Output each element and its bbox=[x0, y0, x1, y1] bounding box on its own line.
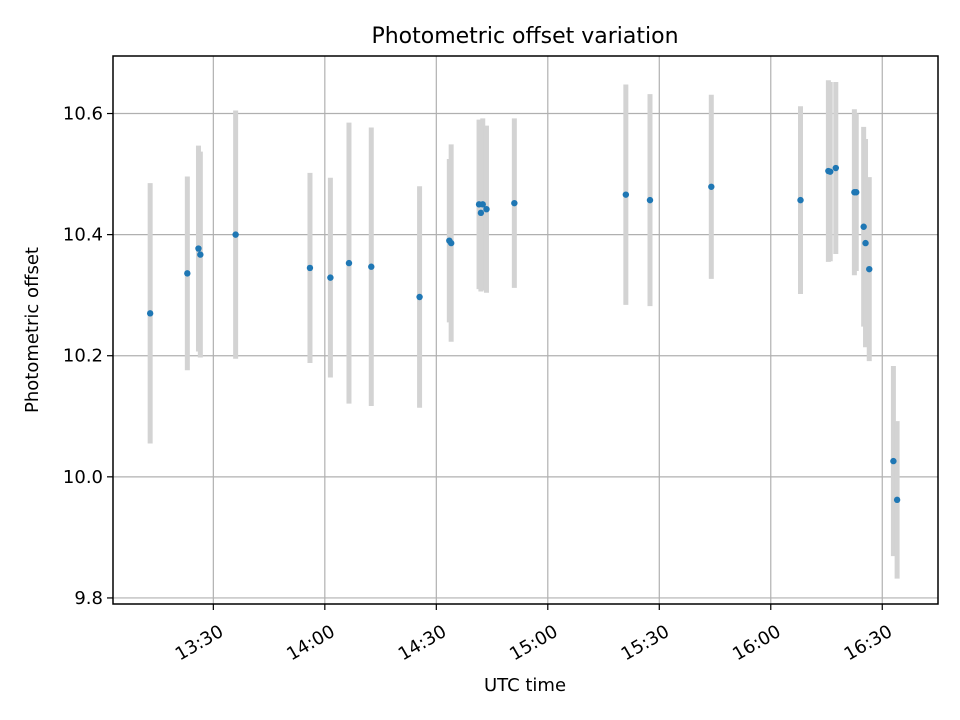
y-tick-label: 10.0 bbox=[63, 467, 103, 488]
data-point bbox=[184, 270, 191, 277]
data-point bbox=[622, 191, 630, 198]
y-axis: 9.8 10.0 10.2 10.4 10.6 bbox=[63, 104, 113, 609]
data-point bbox=[890, 457, 897, 465]
data-point bbox=[368, 263, 375, 270]
data-point bbox=[447, 239, 455, 247]
data-point bbox=[893, 496, 901, 504]
data-point bbox=[708, 183, 715, 190]
chart-title: Photometric offset variation bbox=[371, 24, 678, 49]
data-point bbox=[197, 251, 204, 258]
data-point bbox=[832, 164, 840, 172]
data-point bbox=[853, 189, 860, 196]
y-tick-label: 9.8 bbox=[74, 588, 103, 609]
data-point bbox=[327, 274, 334, 281]
data-point bbox=[479, 201, 486, 208]
data-point bbox=[306, 264, 314, 272]
data-point bbox=[345, 259, 353, 267]
y-tick-label: 10.2 bbox=[63, 346, 103, 367]
data-point bbox=[860, 223, 867, 230]
data-point bbox=[827, 168, 834, 175]
data-point bbox=[195, 245, 202, 252]
data-point bbox=[797, 196, 804, 204]
y-tick-label: 10.6 bbox=[63, 104, 103, 125]
x-axis-label: UTC time bbox=[484, 675, 566, 696]
data-point bbox=[866, 265, 873, 273]
data-point bbox=[862, 239, 869, 247]
y-axis-label: Photometric offset bbox=[22, 247, 43, 413]
data-point bbox=[232, 231, 239, 238]
data-point bbox=[416, 293, 423, 301]
data-point bbox=[477, 209, 485, 217]
y-tick-label: 10.4 bbox=[63, 225, 103, 246]
grid-lines bbox=[113, 56, 938, 604]
data-point bbox=[483, 205, 490, 213]
data-point bbox=[511, 199, 518, 207]
data-point bbox=[646, 196, 654, 204]
plot-frame bbox=[112, 55, 939, 605]
data-points bbox=[146, 164, 901, 504]
data-point bbox=[146, 310, 154, 317]
